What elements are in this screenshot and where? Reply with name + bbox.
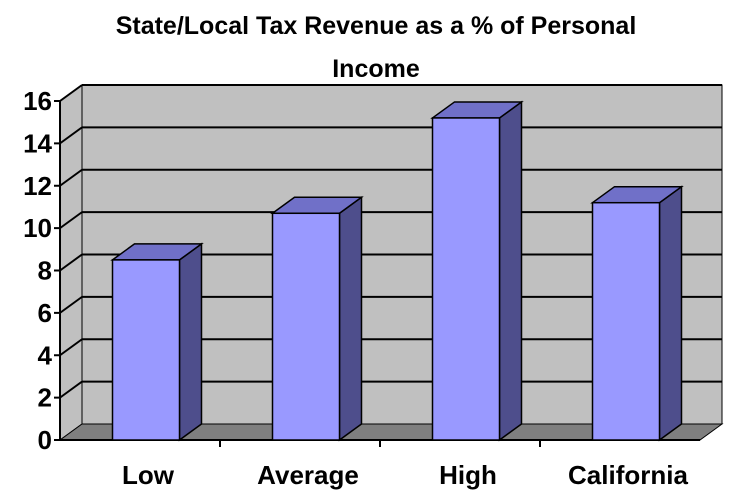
gridline-side [59, 126, 83, 145]
bar-california [591, 201, 661, 441]
y-tick-label: 2 [38, 383, 52, 413]
bar-side-average [338, 195, 363, 442]
plot-area: 0 2 4 6 8 10 12 14 16 Low Average High California [23, 84, 724, 490]
chart-title-line-2: Income [332, 55, 420, 83]
gridline-side [59, 296, 83, 314]
y-tick-label: 0 [38, 425, 52, 455]
x-tick-label: High [439, 460, 497, 490]
y-tick-label: 16 [23, 86, 52, 116]
y-tick-label: 14 [23, 128, 52, 158]
bar-side-low [178, 242, 203, 442]
gridline-side [59, 84, 83, 102]
x-tick-label: California [568, 460, 688, 490]
gridline-side [59, 338, 83, 357]
y-tick-label: 4 [38, 340, 53, 370]
x-tick-label: Average [257, 460, 359, 490]
gridline-side [59, 168, 83, 187]
gridline-side [59, 253, 83, 272]
bar-side-california [658, 185, 683, 442]
gridline-side [59, 380, 83, 399]
chart-title-line-1: State/Local Tax Revenue as a % of Person… [116, 12, 637, 40]
y-tick-label: 6 [38, 298, 52, 328]
bar-low [111, 259, 181, 441]
y-tick-label: 8 [38, 256, 52, 286]
bar-high [431, 117, 501, 441]
bar-average [271, 212, 341, 441]
bar-side-high [498, 100, 523, 442]
y-tick-label: 12 [23, 171, 52, 201]
y-tick-label: 10 [23, 213, 52, 243]
gridline-side [59, 211, 83, 229]
x-tick-label: Low [122, 460, 175, 490]
